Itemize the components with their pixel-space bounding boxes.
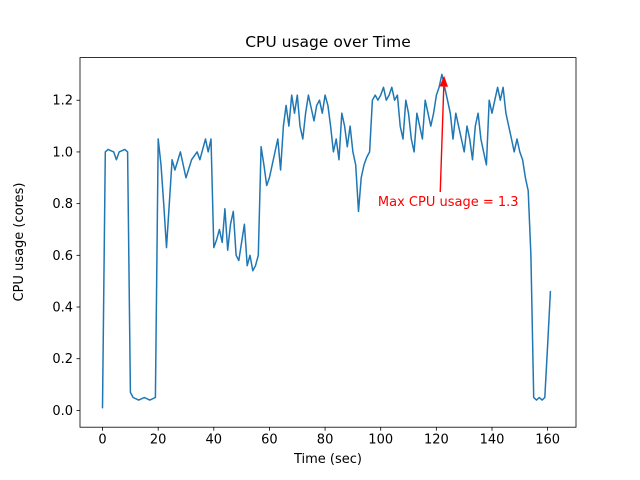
y-tick-label: 0.4 [52,301,73,316]
annotation-arrow-layer [439,75,448,193]
x-tick-label: 160 [535,433,560,448]
x-tick-label: 120 [424,433,449,448]
annotation-arrow-shaft [439,86,445,193]
chart-title: CPU usage over Time [245,33,411,51]
y-tick-label: 0.8 [52,197,73,212]
axes-spines [79,57,577,428]
y-axis-label: CPU usage (cores) [12,183,27,302]
x-tick-label: 40 [206,433,223,448]
y-tick-label: 0.0 [52,404,73,419]
y-tick-label: 1.0 [52,145,73,160]
axes-layer: 0 20 40 60 80 100 120 140 160 0.0 0.2 0.4 0.6 0.8 1.0 1… [52,57,577,448]
x-tick-label: 20 [150,433,167,448]
x-axis-label: Time (sec) [293,452,362,467]
x-tick-label: 140 [480,433,505,448]
y-tick-label: 0.6 [52,249,73,264]
max-cpu-annotation-text: Max CPU usage = 1.3 [378,195,519,210]
y-tick-label: 1.2 [52,94,73,109]
cpu-usage-series-line [101,73,552,409]
x-tick-label: 100 [368,433,393,448]
x-tick-label: 60 [261,433,278,448]
x-tick-label: 0 [98,433,106,448]
y-tick-label: 0.2 [52,352,73,367]
data-series-layer [101,73,552,409]
x-tick-label: 80 [317,433,334,448]
annotation-arrow-head [439,75,448,87]
